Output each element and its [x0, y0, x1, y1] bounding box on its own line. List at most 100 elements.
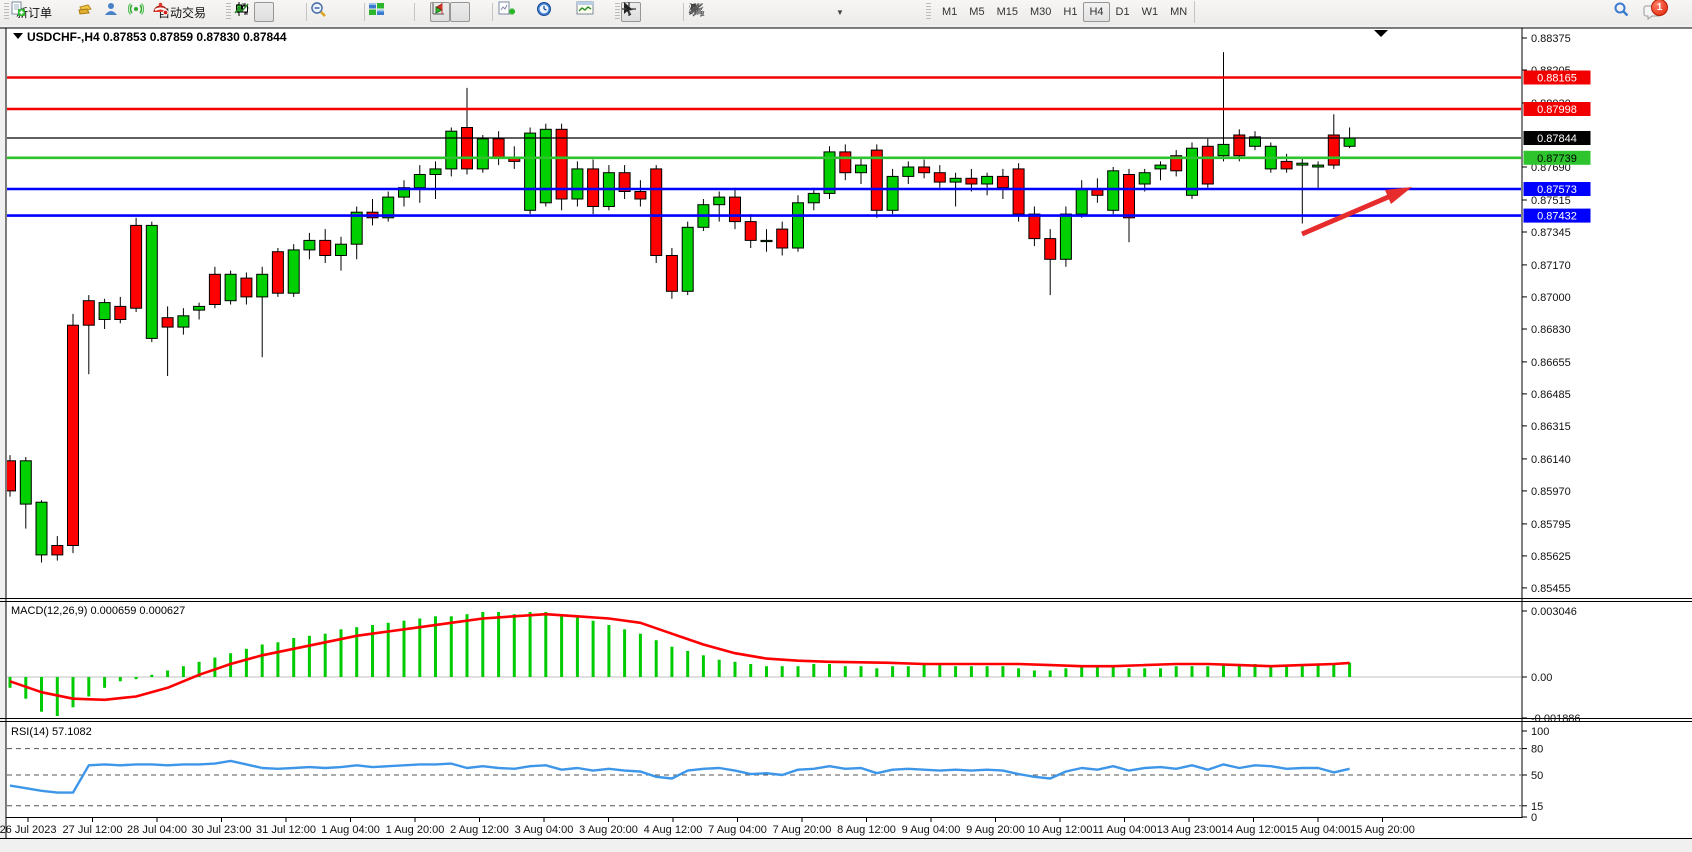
svg-text:0.87000: 0.87000	[1531, 292, 1571, 304]
svg-text:50: 50	[1531, 770, 1543, 782]
symbol-ohlc-line: USDCHF-,H4 0.87853 0.87859 0.87830 0.878…	[27, 30, 287, 44]
rsi-header: RSI(14) 57.1082	[11, 726, 92, 738]
toolbar-grip[interactable]	[613, 1, 622, 23]
timeframe-M5[interactable]: M5	[969, 6, 985, 18]
svg-text:10 Aug 12:00: 10 Aug 12:00	[1028, 824, 1093, 836]
chat-unread-badge: 1	[1651, 0, 1668, 16]
timeframe-H4[interactable]: H4	[1083, 2, 1110, 22]
svg-text:0.87690: 0.87690	[1531, 162, 1571, 174]
crosshair-button[interactable]	[622, 2, 661, 22]
new-order-button[interactable]: 新订单	[10, 1, 55, 22]
svg-text:0.86485: 0.86485	[1531, 389, 1571, 401]
periods-button[interactable]: ▼	[536, 2, 556, 22]
search-button[interactable]	[1612, 2, 1632, 22]
macd-header: MACD(12,26,9) 0.000659 0.000627	[11, 605, 185, 617]
dropdown-arrow-icon: ▼	[836, 7, 844, 17]
timeframe-MN[interactable]: MN	[1170, 6, 1188, 18]
timeframe-toolbar: M1 M5 M15 M30 H1 H4 D1 W1 MN	[936, 1, 1193, 23]
svg-text:27 Jul 12:00: 27 Jul 12:00	[63, 824, 123, 836]
svg-text:0.87844: 0.87844	[1537, 133, 1577, 145]
chart-background	[0, 25, 1692, 852]
svg-text:15 Aug 04:00: 15 Aug 04:00	[1286, 824, 1351, 836]
autotrading-button[interactable]: 自动交易	[152, 2, 209, 22]
svg-text:T: T	[693, 4, 700, 16]
arrows-tool-button[interactable]: ▼	[691, 2, 848, 22]
svg-text:15 Aug 20:00: 15 Aug 20:00	[1350, 824, 1415, 836]
price-axis[interactable]: 0.883750.882050.880300.876900.875150.873…	[1522, 33, 1591, 824]
svg-text:0.85625: 0.85625	[1531, 551, 1571, 563]
zoom-out-button[interactable]	[311, 2, 350, 22]
svg-text:3 Aug 04:00: 3 Aug 04:00	[515, 824, 574, 836]
svg-text:0.87170: 0.87170	[1531, 260, 1571, 272]
svg-text:0.87573: 0.87573	[1537, 184, 1577, 196]
svg-text:0: 0	[1531, 812, 1537, 824]
text-label-button[interactable]: T	[689, 2, 828, 22]
svg-text:0.85970: 0.85970	[1531, 486, 1571, 498]
svg-text:1 Aug 04:00: 1 Aug 04:00	[321, 824, 380, 836]
timeframe-M1[interactable]: M1	[942, 6, 958, 18]
autotrading-label: 自动交易	[158, 5, 207, 20]
svg-text:0.00: 0.00	[1531, 672, 1552, 684]
timeframe-M30[interactable]: M30	[1029, 6, 1052, 18]
signals-button[interactable]	[128, 2, 148, 22]
rsi-indicator	[7, 748, 1521, 807]
toolbar-grip[interactable]	[2, 1, 11, 23]
svg-text:80: 80	[1531, 744, 1543, 756]
new-order-label: 新订单	[16, 5, 53, 20]
chat-button[interactable]: 1	[1642, 0, 1668, 22]
svg-text:A: A	[691, 2, 700, 17]
svg-text:28 Jul 04:00: 28 Jul 04:00	[127, 824, 187, 836]
svg-text:0.85455: 0.85455	[1531, 583, 1571, 595]
svg-text:13 Aug 23:00: 13 Aug 23:00	[1157, 824, 1222, 836]
main-toolbar: 新订单	[0, 0, 1692, 26]
cursor-button[interactable]	[621, 2, 641, 22]
tile-windows-button[interactable]	[368, 2, 388, 22]
timeframe-H1[interactable]: H1	[1063, 6, 1078, 18]
svg-text:0.86830: 0.86830	[1531, 324, 1571, 336]
svg-text:0.87345: 0.87345	[1531, 227, 1571, 239]
indicators-button[interactable]: ▼	[497, 1, 517, 22]
svg-text:0.87739: 0.87739	[1537, 153, 1577, 165]
svg-text:0.87432: 0.87432	[1537, 211, 1577, 223]
svg-text:0.88165: 0.88165	[1537, 73, 1577, 85]
svg-text:11 Aug 04:00: 11 Aug 04:00	[1092, 824, 1156, 836]
timeframe-M15[interactable]: M15	[996, 6, 1018, 18]
market-button[interactable]	[76, 2, 96, 22]
svg-text:9 Aug 20:00: 9 Aug 20:00	[966, 824, 1025, 836]
text-button[interactable]: A	[691, 2, 808, 22]
svg-text:0.87998: 0.87998	[1537, 104, 1577, 116]
svg-text:3 Aug 20:00: 3 Aug 20:00	[579, 824, 638, 836]
svg-text:0.86315: 0.86315	[1531, 421, 1571, 433]
svg-text:0.88375: 0.88375	[1531, 33, 1571, 45]
svg-text:15: 15	[1531, 801, 1543, 813]
svg-text:31 Jul 12:00: 31 Jul 12:00	[256, 824, 316, 836]
horizontal-level-lines[interactable]	[7, 76, 1521, 217]
svg-text:30 Jul 23:00: 30 Jul 23:00	[192, 824, 252, 836]
svg-text:0.003046: 0.003046	[1531, 606, 1577, 618]
svg-text:7 Aug 04:00: 7 Aug 04:00	[708, 824, 767, 836]
symbol-dropdown-caret[interactable]	[13, 33, 23, 39]
chart-shift-button[interactable]	[432, 2, 470, 22]
pane-borders	[0, 27, 1692, 839]
line-chart-button[interactable]	[234, 2, 294, 22]
templates-button[interactable]: ▼	[576, 1, 596, 22]
svg-text:100: 100	[1531, 726, 1549, 738]
timeframe-W1[interactable]: W1	[1141, 6, 1159, 18]
svg-text:-0.001886: -0.001886	[1531, 713, 1581, 725]
svg-text:9 Aug 04:00: 9 Aug 04:00	[902, 824, 961, 836]
timeframe-D1[interactable]: D1	[1115, 6, 1130, 18]
svg-text:2 Aug 12:00: 2 Aug 12:00	[450, 824, 509, 836]
svg-text:8 Aug 12:00: 8 Aug 12:00	[837, 824, 896, 836]
svg-text:0.86140: 0.86140	[1531, 454, 1571, 466]
toolbar-grip[interactable]	[924, 1, 933, 23]
community-button[interactable]	[103, 2, 123, 22]
svg-text:0.86655: 0.86655	[1531, 357, 1571, 369]
time-axis[interactable]: 26 Jul 2023 27 Jul 12:00 28 Jul 04:00 30 Ju…	[0, 818, 1415, 836]
svg-text:7 Aug 20:00: 7 Aug 20:00	[773, 824, 832, 836]
svg-text:0.85795: 0.85795	[1531, 519, 1571, 531]
toolbar-grip[interactable]	[224, 1, 233, 23]
chart-shift-marker[interactable]	[1374, 30, 1388, 37]
trend-arrow-annotation[interactable]	[1301, 187, 1412, 237]
